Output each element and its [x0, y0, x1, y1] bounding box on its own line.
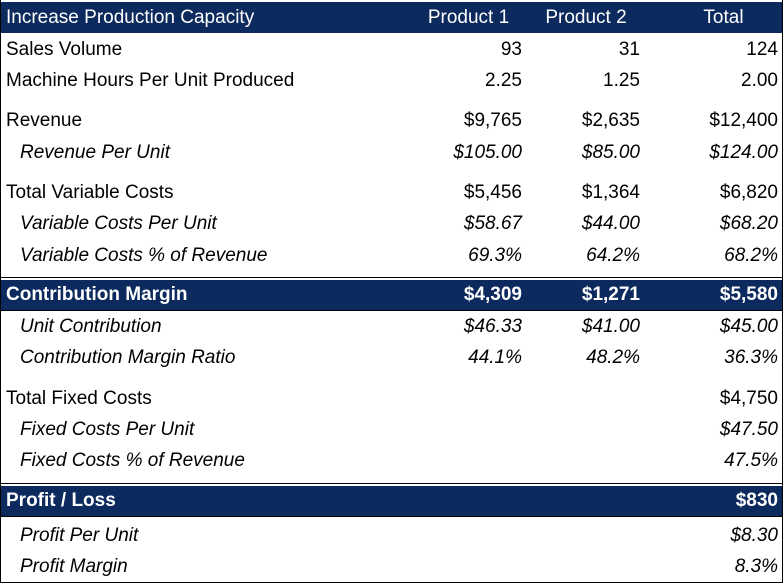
cell-total: $8.30	[730, 525, 778, 546]
cell-product-2: $1,271	[581, 284, 640, 305]
cell-product-1: $46.33	[463, 316, 522, 337]
cell-product-2: $1,364	[581, 182, 640, 203]
cell-product-2: $2,635	[581, 110, 640, 131]
row-profit-loss: Profit / Loss $830	[1, 486, 782, 516]
table-header: Increase Production Capacity Product 1 P…	[1, 2, 782, 33]
divider	[1, 516, 782, 517]
cell-product-2: 1.25	[603, 70, 640, 91]
row-label: Contribution Margin	[6, 284, 188, 305]
cell-product-2: 31	[618, 39, 640, 60]
cell-product-2: 64.2%	[586, 245, 640, 266]
row-label: Profit Margin	[20, 556, 128, 577]
row-label: Variable Costs % of Revenue	[20, 245, 268, 266]
row-label: Revenue	[6, 110, 83, 131]
divider	[1, 483, 782, 484]
cell-product-1: $5,456	[463, 182, 522, 203]
row-label: Profit / Loss	[6, 490, 116, 511]
row-fixed-costs-pct: Fixed Costs % of Revenue 47.5%	[1, 445, 782, 476]
cell-total: 124	[746, 39, 778, 60]
cell-total: $12,400	[709, 110, 778, 131]
row-profit-per-unit: Profit Per Unit $8.30	[1, 520, 782, 551]
row-contribution-margin-ratio: Contribution Margin Ratio 44.1% 48.2% 36…	[1, 342, 782, 373]
row-revenue-per-unit: Revenue Per Unit $105.00 $85.00 $124.00	[1, 137, 782, 168]
cell-total: $5,580	[719, 284, 778, 305]
cell-product-2: 48.2%	[586, 347, 640, 368]
row-label: Machine Hours Per Unit Produced	[6, 70, 295, 91]
cell-total: $68.20	[719, 213, 778, 234]
cell-total: $830	[735, 490, 778, 511]
row-fixed-costs-per-unit: Fixed Costs Per Unit $47.50	[1, 414, 782, 445]
column-header-total: Total	[703, 7, 744, 28]
cell-product-1: 93	[500, 39, 522, 60]
cell-total: 47.5%	[724, 450, 778, 471]
row-unit-contribution: Unit Contribution $46.33 $41.00 $45.00	[1, 311, 782, 342]
cell-total: 68.2%	[724, 245, 778, 266]
table-title: Increase Production Capacity	[6, 7, 255, 28]
cell-total: $124.00	[709, 142, 778, 163]
divider	[1, 310, 782, 311]
cell-product-1: 69.3%	[468, 245, 522, 266]
row-label: Variable Costs Per Unit	[20, 213, 217, 234]
cell-product-2: $44.00	[581, 213, 640, 234]
row-label: Unit Contribution	[20, 316, 162, 337]
row-variable-costs-per-unit: Variable Costs Per Unit $58.67 $44.00 $6…	[1, 208, 782, 239]
cell-total: 2.00	[741, 70, 778, 91]
cell-product-1: $4,309	[463, 284, 522, 305]
cell-total: 36.3%	[724, 347, 778, 368]
cell-product-1: 2.25	[485, 70, 522, 91]
cell-total: $4,750	[719, 388, 778, 409]
cell-product-1: $105.00	[453, 142, 522, 163]
row-label: Contribution Margin Ratio	[20, 347, 236, 368]
cell-product-1: 44.1%	[468, 347, 522, 368]
column-header-product-2: Product 2	[545, 7, 627, 28]
row-total-fixed-costs: Total Fixed Costs $4,750	[1, 383, 782, 414]
row-label: Fixed Costs % of Revenue	[20, 450, 245, 471]
row-label: Sales Volume	[6, 39, 123, 60]
cell-total: $45.00	[719, 316, 778, 337]
row-label: Total Fixed Costs	[6, 388, 152, 409]
row-total-variable-costs: Total Variable Costs $5,456 $1,364 $6,82…	[1, 177, 782, 208]
cell-product-2: $85.00	[581, 142, 640, 163]
row-label: Revenue Per Unit	[20, 142, 170, 163]
cell-product-1: $58.67	[463, 213, 522, 234]
cell-total: $6,820	[719, 182, 778, 203]
cell-product-2: $41.00	[581, 316, 640, 337]
cell-total: 8.3%	[734, 556, 778, 577]
row-label: Total Variable Costs	[6, 182, 174, 203]
cell-product-1: $9,765	[463, 110, 522, 131]
row-contribution-margin: Contribution Margin $4,309 $1,271 $5,580	[1, 280, 782, 310]
divider	[1, 277, 782, 278]
row-label: Fixed Costs Per Unit	[20, 419, 195, 440]
row-label: Profit Per Unit	[20, 525, 139, 546]
row-revenue: Revenue $9,765 $2,635 $12,400	[1, 105, 782, 136]
column-header-product-1: Product 1	[427, 7, 510, 28]
row-profit-margin: Profit Margin 8.3%	[1, 551, 782, 582]
row-sales-volume: Sales Volume 93 31 124	[1, 34, 782, 65]
cell-total: $47.50	[719, 419, 778, 440]
row-variable-costs-pct: Variable Costs % of Revenue 69.3% 64.2% …	[1, 240, 782, 271]
row-machine-hours: Machine Hours Per Unit Produced 2.25 1.2…	[1, 65, 782, 96]
